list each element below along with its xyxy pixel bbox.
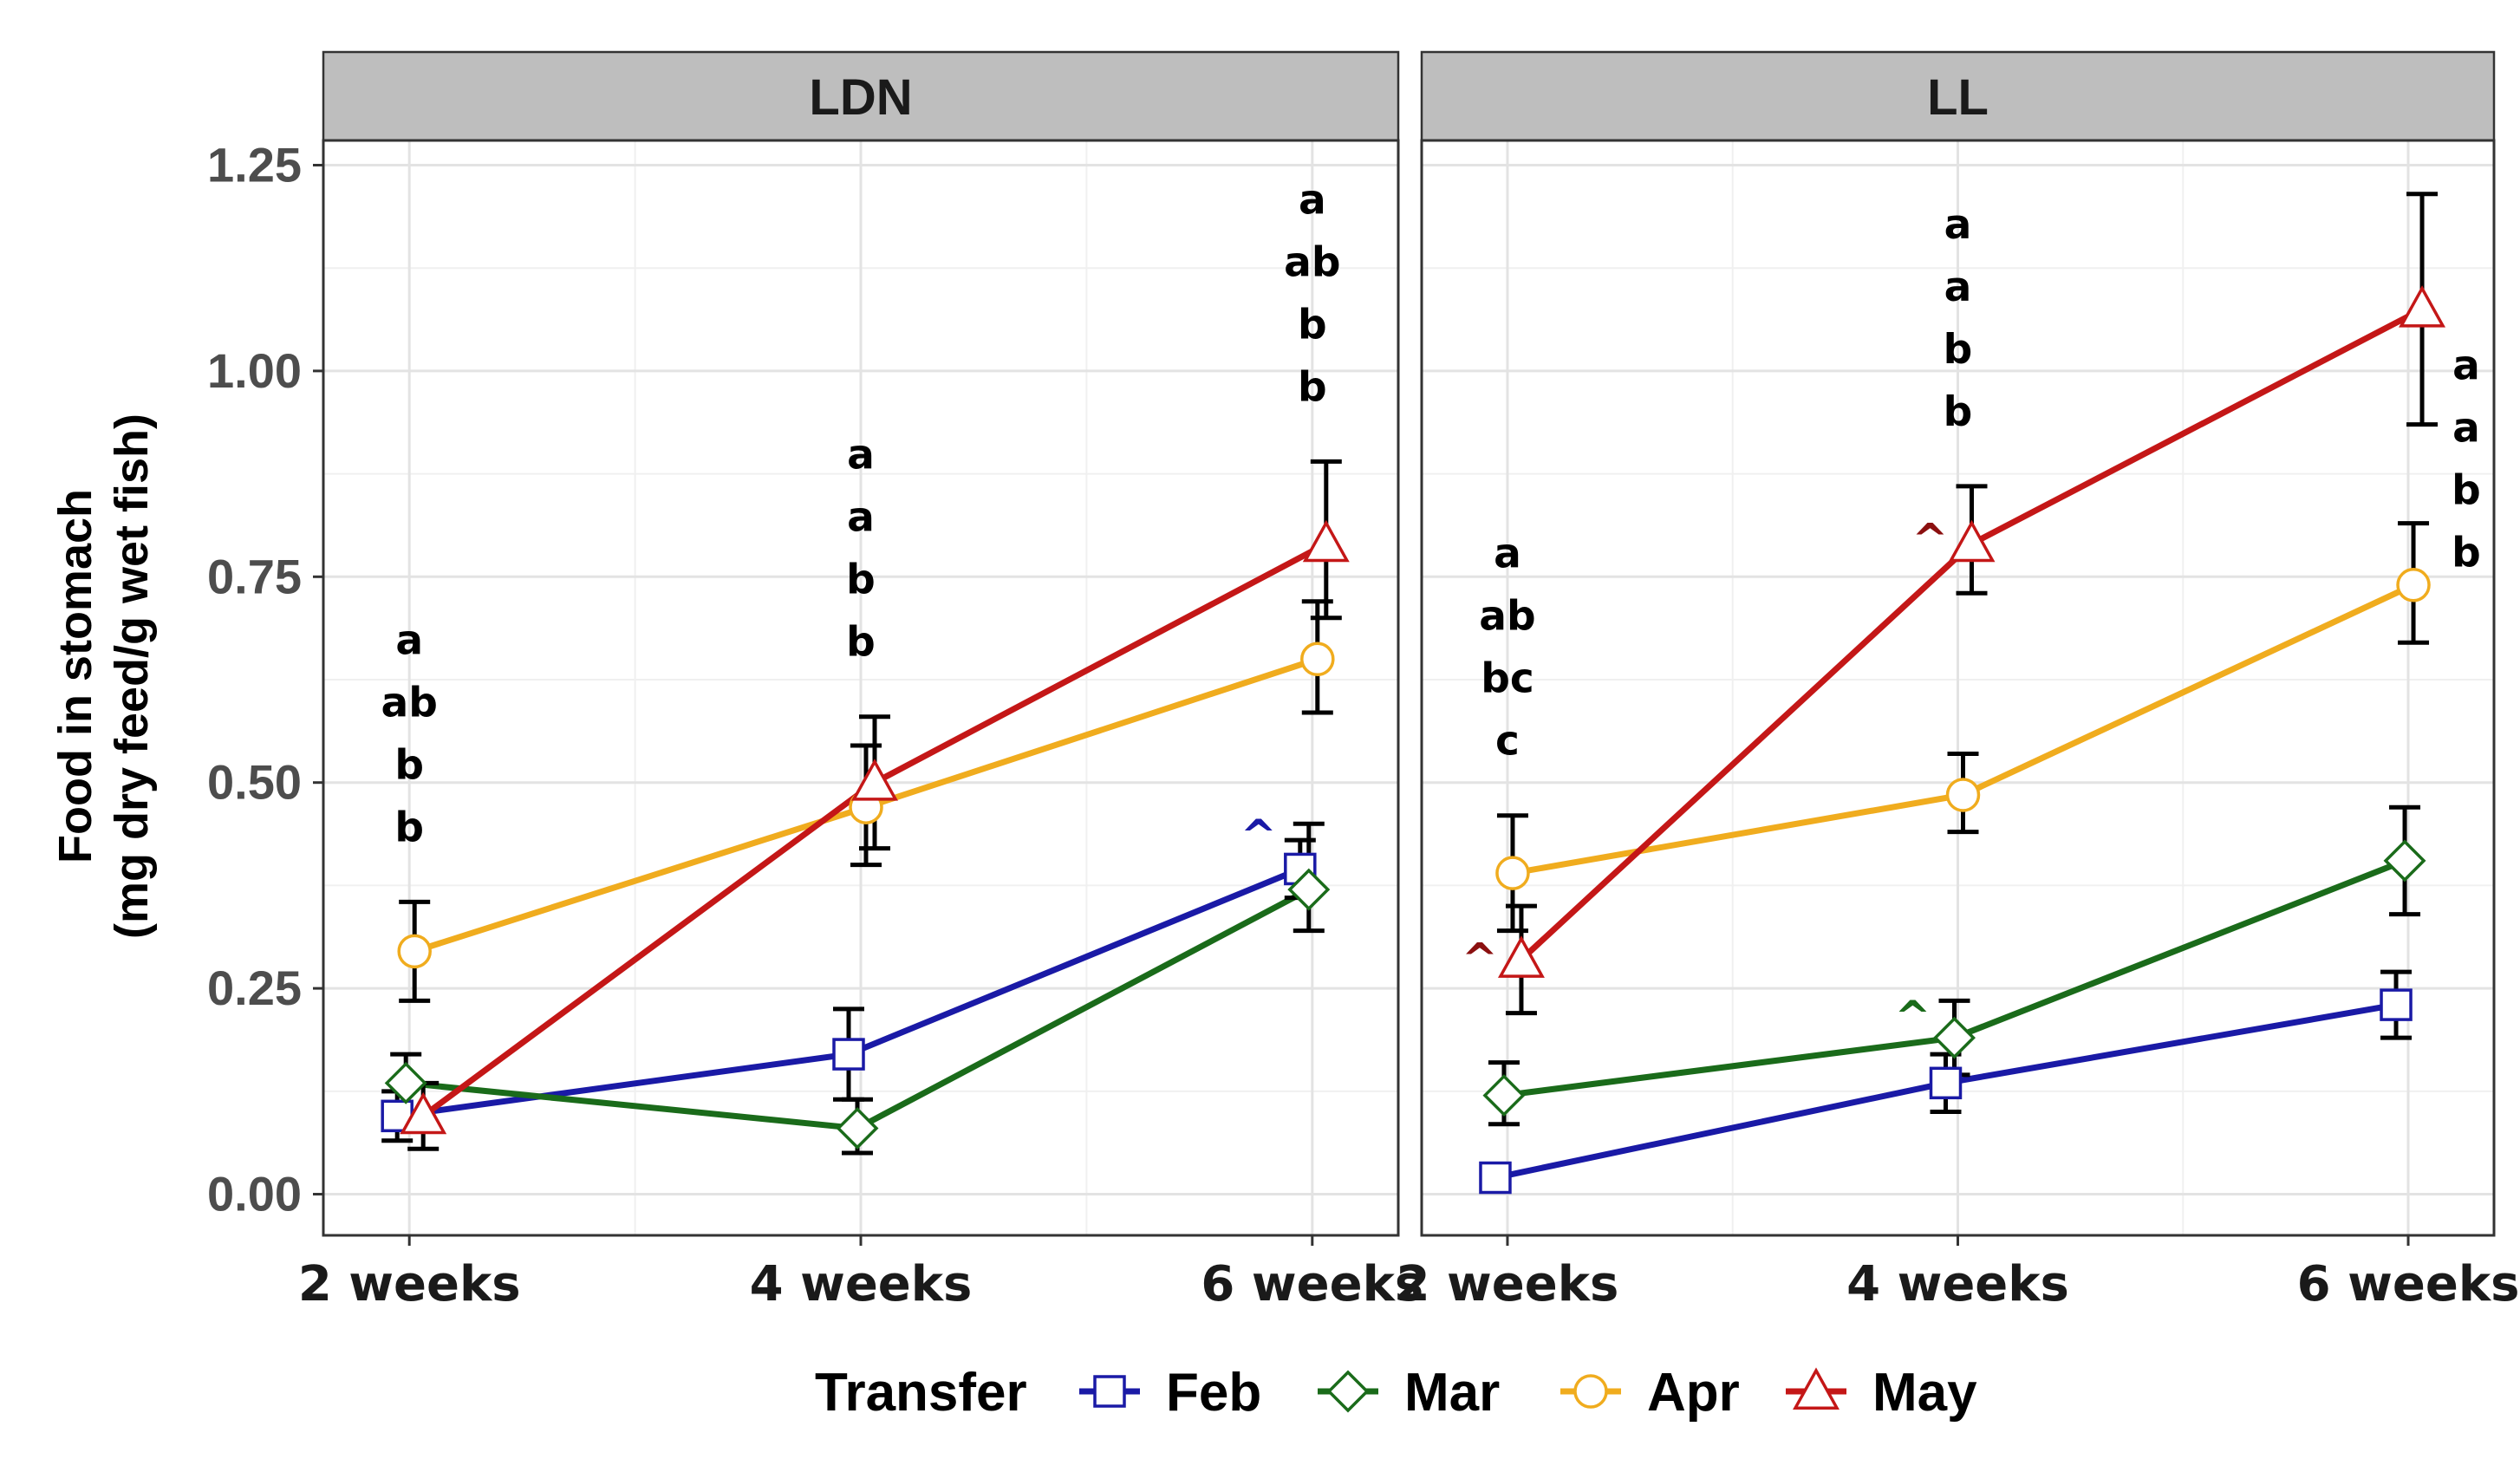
significance-letter: b [1298, 301, 1327, 348]
x-tick-label: 2 weeks [1397, 1256, 1619, 1312]
y-tick-label: 0.00 [207, 1167, 302, 1221]
legend-key-marker [1093, 1375, 1126, 1408]
significance-letter: a [2452, 404, 2480, 452]
caret-marker-may: ^ [1462, 935, 1498, 985]
y-tick-label: 0.50 [207, 755, 302, 810]
point-feb [1929, 1066, 1963, 1100]
significance-letter: ab [1479, 593, 1535, 641]
significance-letter: a [2452, 342, 2480, 389]
point-mar [836, 1107, 879, 1150]
point-apr [1945, 778, 1981, 812]
significance-letter: a [1944, 201, 1972, 249]
legend-item-feb: Feb [1079, 1363, 1261, 1423]
x-tick-label: 2 weeks [298, 1256, 521, 1312]
point-mar [2383, 839, 2426, 883]
y-axis-label-line2: (mg dry feed/g wet fish) [106, 414, 158, 939]
point-may [400, 1091, 447, 1135]
point-feb [832, 1038, 865, 1071]
legend-item-may: May [1786, 1363, 1977, 1423]
significance-letter: b [394, 741, 424, 789]
point-feb [2380, 988, 2413, 1021]
significance-letter: b [2452, 466, 2481, 514]
point-may [1497, 935, 1545, 978]
x-tick-label: 6 weeks [2297, 1256, 2520, 1312]
legend-key-marker [1793, 1367, 1840, 1410]
significance-letter: b [846, 619, 876, 667]
point-mar [1933, 1016, 1976, 1059]
y-axis-label: Food in stomach (mg dry feed/g wet fish) [49, 414, 158, 939]
y-axis-label-line1: Food in stomach [49, 489, 101, 863]
significance-letter: b [846, 557, 876, 604]
point-mar [1287, 868, 1331, 911]
y-tick-label: 1.25 [207, 137, 302, 192]
caret-marker-may: ^ [1912, 514, 1949, 564]
legend-label: Feb [1166, 1363, 1261, 1423]
x-tick-label: 4 weeks [750, 1256, 973, 1312]
significance-letter: a [847, 432, 875, 479]
x-tick-label: 6 weeks [1201, 1256, 1423, 1312]
significance-letter: b [394, 804, 424, 851]
facet-strip [1420, 50, 2496, 142]
legend-label: May [1872, 1363, 1977, 1423]
significance-letter: a [1494, 531, 1521, 578]
point-feb [1479, 1161, 1512, 1195]
significance-letter: a [1944, 264, 1972, 311]
legend-item-mar: Mar [1318, 1363, 1500, 1423]
significance-letter: b [2452, 529, 2481, 576]
caret-marker-feb: ^ [1240, 811, 1277, 861]
significance-letter: c [1495, 718, 1520, 765]
legend-label: Mar [1404, 1363, 1500, 1423]
significance-letter: a [395, 616, 423, 664]
significance-letter: b [1298, 363, 1327, 411]
point-mar [384, 1061, 427, 1104]
point-may [851, 759, 898, 801]
point-apr [1300, 642, 1335, 677]
point-apr [397, 934, 432, 969]
legend-title: Transfer [815, 1363, 1027, 1423]
y-tick-label: 0.75 [207, 549, 302, 603]
facet-panels: LDN 0.00 0.25 0.50 0.75 1.00 1.25 2 weeks 4 week… [207, 50, 2520, 1312]
caret-marker-mar: ^ [1895, 992, 1931, 1042]
significance-letter: b [1944, 388, 1973, 436]
point-mar [1482, 1074, 1526, 1117]
point-apr [1495, 856, 1530, 890]
point-may [2399, 285, 2446, 328]
significance-letter: a [847, 494, 875, 542]
y-tick-label: 0.25 [207, 961, 302, 1015]
legend-key-marker [1326, 1370, 1370, 1413]
point-apr [2396, 568, 2431, 602]
panel-ldn: LDN 0.00 0.25 0.50 0.75 1.00 1.25 2 weeks 4 week… [207, 50, 1423, 1312]
facet-strip [322, 50, 1400, 142]
legend-item-apr: Apr [1560, 1363, 1740, 1423]
point-may [1302, 519, 1350, 563]
facet-title: LL [1927, 69, 1989, 126]
legend-label: Apr [1647, 1363, 1740, 1423]
facet-title: LDN [809, 69, 912, 126]
significance-letter: ab [1284, 238, 1340, 286]
significance-letter: b [1944, 326, 1973, 374]
y-tick-label: 1.00 [207, 343, 302, 398]
legend-key-marker [1573, 1374, 1608, 1409]
significance-letter: a [1299, 176, 1326, 224]
point-may [1948, 519, 1996, 563]
significance-letter: bc [1481, 655, 1534, 703]
x-tick-label: 4 weeks [1846, 1256, 2069, 1312]
significance-letter: ab [381, 679, 438, 726]
legend: Transfer Feb Mar Apr May [815, 1363, 1977, 1423]
